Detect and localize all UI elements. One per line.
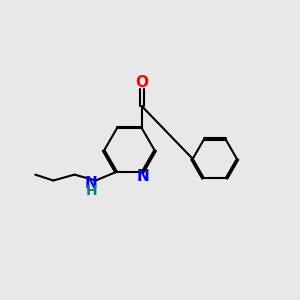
Text: O: O	[135, 75, 148, 90]
Text: N: N	[85, 176, 98, 191]
Text: H: H	[85, 184, 97, 198]
Text: N: N	[137, 169, 150, 184]
